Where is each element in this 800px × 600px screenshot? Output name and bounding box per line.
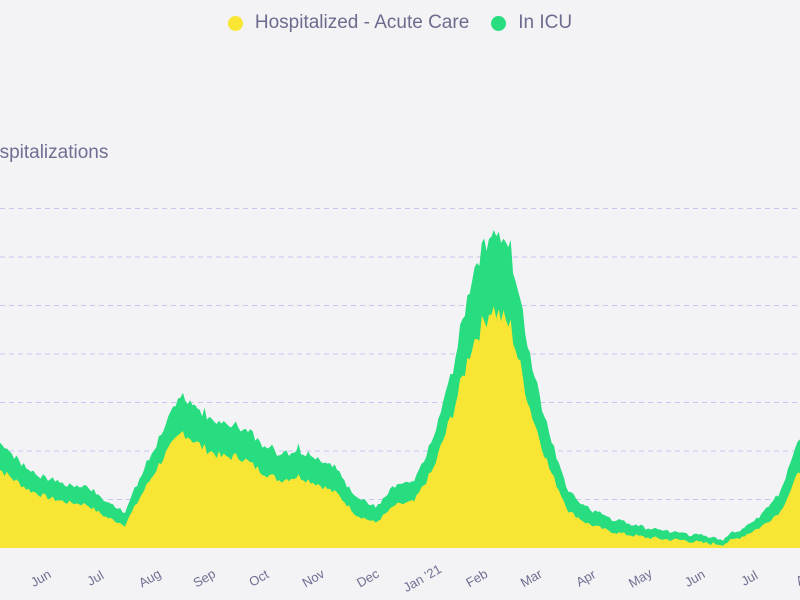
chart-legend: Hospitalized - Acute Care In ICU [0,12,800,34]
legend-label-icu: In ICU [518,12,573,33]
gridlines [0,208,800,500]
legend-item-icu[interactable]: In ICU [491,12,572,34]
legend-label-acute-care: Hospitalized - Acute Care [254,12,470,33]
x-tick-label: Nov [299,566,327,591]
area-series [0,229,800,548]
x-tick-label: Au [793,568,800,589]
x-tick-label: Jan '21 [401,561,444,595]
area-in-icu [0,229,800,548]
x-tick-label: Oct [246,566,271,589]
area-hospitalized-acute-care [0,306,800,548]
x-tick-label: Mar [518,566,545,591]
legend-dot-icu [491,15,507,31]
x-tick-label: Jun [682,566,708,589]
x-tick-label: May [626,565,655,591]
legend-item-acute-care[interactable]: Hospitalized - Acute Care [227,12,470,34]
x-tick-label: Dec [354,566,382,591]
x-tick-label: Jul [738,567,760,588]
x-axis-ticks: Jun Jul Aug Sep Oct Nov Dec Jan '21 Feb Mar Apr May… [28,561,800,595]
x-tick-label: Aug [136,566,164,591]
x-tick-label: Jul [84,567,106,588]
x-tick-label: Jun [28,566,54,589]
legend-dot-acute-care [227,15,243,31]
x-tick-label: Sep [190,566,218,591]
x-tick-label: Feb [463,566,490,590]
x-tick-label: Apr [573,566,599,589]
chart-title: ospitalizations [0,142,109,163]
